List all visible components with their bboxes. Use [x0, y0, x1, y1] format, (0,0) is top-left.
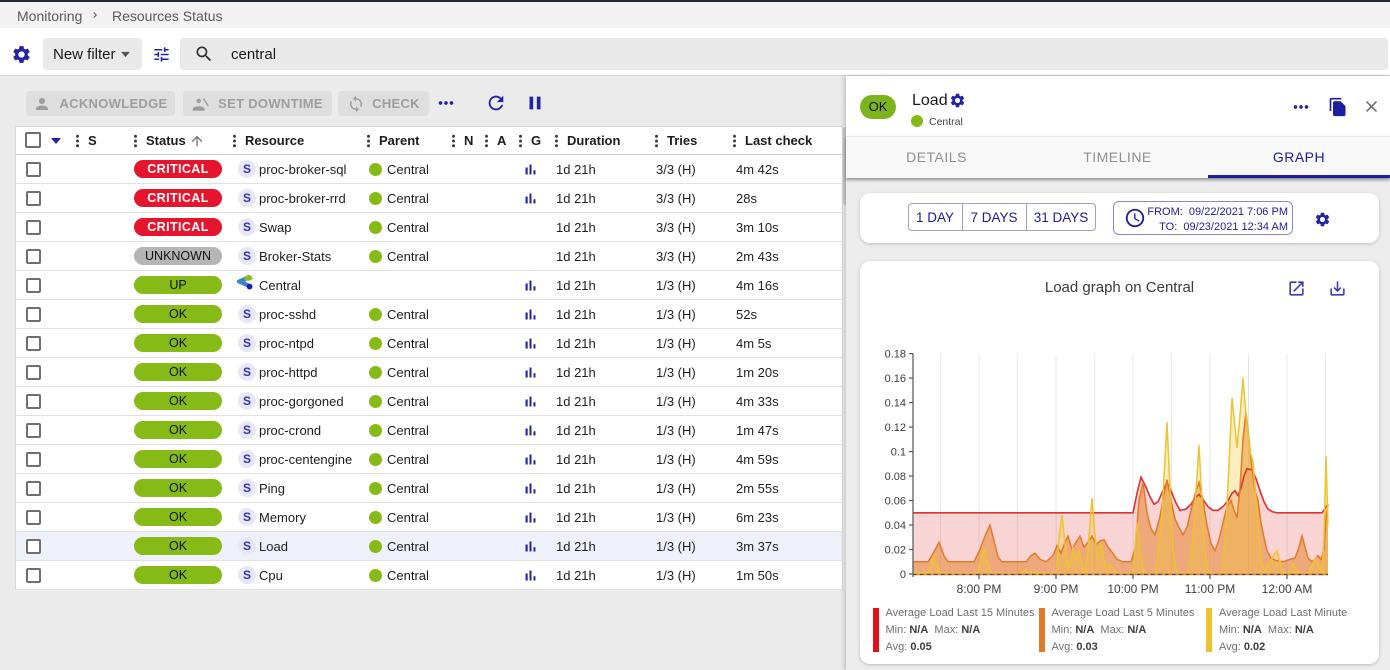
- svg-text:0.06: 0.06: [885, 496, 906, 508]
- svg-text:8:00 PM: 8:00 PM: [957, 582, 1002, 596]
- svg-text:0.04: 0.04: [885, 520, 906, 532]
- svg-text:11:00 PM: 11:00 PM: [1185, 582, 1235, 596]
- svg-text:0.02: 0.02: [885, 545, 906, 557]
- svg-text:0: 0: [900, 569, 906, 581]
- svg-text:0.12: 0.12: [885, 422, 906, 434]
- svg-text:0.16: 0.16: [885, 373, 906, 385]
- svg-text:12:00 AM: 12:00 AM: [1262, 582, 1313, 596]
- svg-text:9:00 PM: 9:00 PM: [1034, 582, 1079, 596]
- svg-text:0.08: 0.08: [885, 471, 906, 483]
- svg-text:10:00 PM: 10:00 PM: [1107, 582, 1158, 596]
- svg-text:0.1: 0.1: [891, 447, 906, 459]
- svg-text:0.18: 0.18: [885, 349, 906, 361]
- svg-text:0.14: 0.14: [885, 398, 906, 410]
